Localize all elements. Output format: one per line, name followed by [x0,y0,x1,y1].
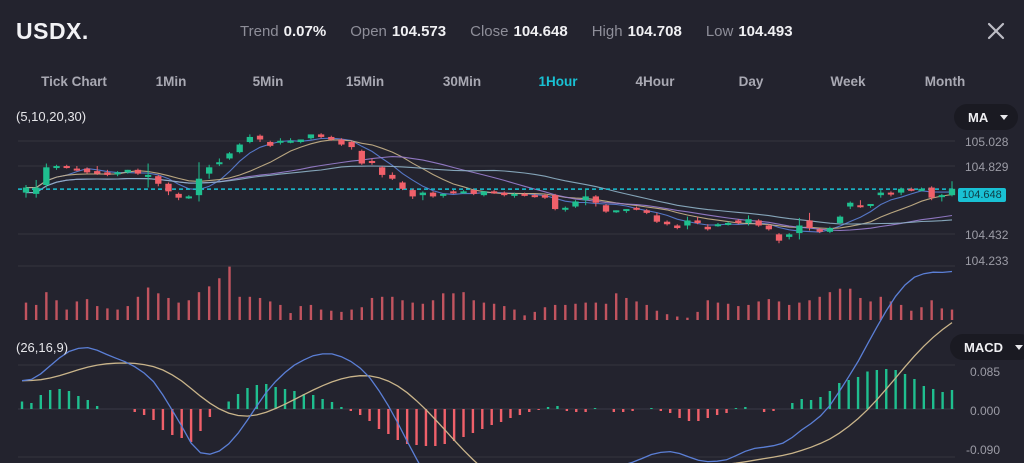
stat-label: High [591,23,623,40]
stat-label: Trend [240,23,279,40]
header: USDX. Trend 0.07% Open 104.573 Close 104.64… [0,0,1024,62]
close-button[interactable] [985,20,1007,42]
current-price-tag: 104.648 [958,188,1006,202]
stat-close: Close 104.648 [470,23,568,40]
tab-month[interactable]: Month [924,74,966,89]
macd-axis-tick: -0.090 [966,443,1001,457]
macd-axis-tick: 0.085 [970,365,1001,379]
macd-indicator-dropdown[interactable]: MACD [950,334,1024,360]
price-axis-tick: 104.829 [965,160,1009,174]
stat-value: 104.708 [627,23,682,40]
stat-trend: Trend 0.07% [240,23,326,40]
ohlc-stats: Trend 0.07% Open 104.573 Close 104.648 High… [240,23,817,40]
chevron-down-icon [1015,344,1023,350]
macd-axis-tick: 0.000 [970,404,1001,418]
tab-15min[interactable]: 15Min [345,74,385,89]
chevron-down-icon [1000,114,1009,120]
stat-value: 104.648 [513,23,568,40]
symbol-title: USDX. [16,18,89,44]
tab-30min[interactable]: 30Min [442,74,482,89]
tab-1min[interactable]: 1Min [155,74,187,89]
tab-5min[interactable]: 5Min [252,74,284,89]
timeframe-tabs: Tick Chart 1Min 5Min 15Min 30Min 1Hour 4… [0,70,1024,96]
stat-high: High 104.708 [592,23,682,40]
tab-tick-chart[interactable]: Tick Chart [41,74,107,89]
tab-week[interactable]: Week [830,74,866,89]
ma-params-label: (5,10,20,30) [16,109,87,124]
ma-dropdown-label: MA [968,109,989,125]
tab-4hour[interactable]: 4Hour [635,74,675,89]
tab-day[interactable]: Day [738,74,764,89]
stat-label: Low [705,23,734,40]
stat-value: 0.07% [283,23,327,40]
price-axis-tick: 104.233 [965,254,1009,268]
macd-params-label: (26,16,9) [16,340,69,355]
stat-label: Close [470,23,509,40]
stat-low: Low 104.493 [706,23,793,40]
price-axis-tick: 105.028 [965,135,1009,149]
price-axis-tick: 104.432 [965,228,1009,242]
stat-value: 104.573 [391,23,447,40]
close-icon [987,22,1005,40]
ma-indicator-dropdown[interactable]: MA [954,104,1019,130]
stat-open: Open 104.573 [350,23,446,40]
stat-label: Open [350,23,387,40]
tab-1hour[interactable]: 1Hour [538,74,578,89]
macd-dropdown-label: MACD [964,339,1003,355]
stat-value: 104.493 [738,23,793,40]
